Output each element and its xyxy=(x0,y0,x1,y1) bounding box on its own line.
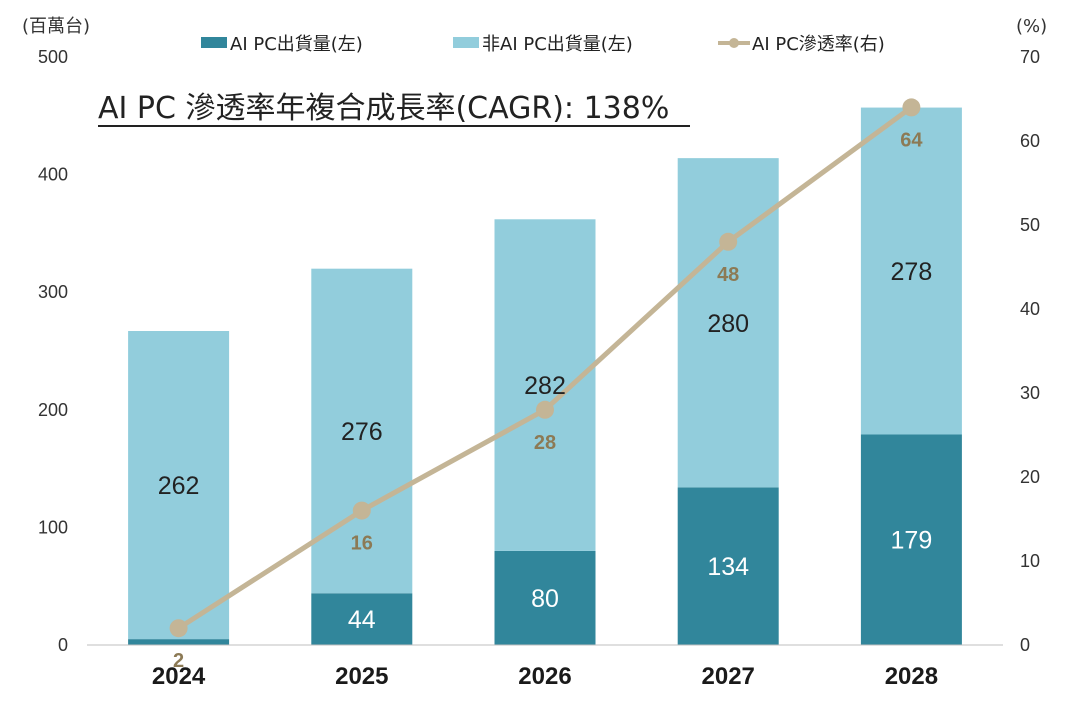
right-axis-unit: (%) xyxy=(1016,16,1047,37)
penetration-point xyxy=(169,619,188,638)
right-tick-label: 70 xyxy=(1020,47,1040,67)
x-tick-label: 2025 xyxy=(335,663,388,690)
data-label-penetration: 64 xyxy=(900,129,923,151)
data-label-penetration: 16 xyxy=(351,533,373,555)
bar-non-ai-pc xyxy=(311,268,413,594)
penetration-point xyxy=(902,98,921,117)
left-tick-label: 0 xyxy=(58,635,68,655)
legend-marker-penetration xyxy=(729,38,739,48)
left-axis: 0 100 200 300 400 500 xyxy=(38,47,68,655)
x-tick-label: 2026 xyxy=(518,663,571,690)
penetration-line xyxy=(169,98,921,638)
bar-non-ai-pc xyxy=(860,107,962,435)
right-tick-label: 20 xyxy=(1020,467,1040,487)
data-label-penetration: 48 xyxy=(717,264,739,286)
bar-non-ai-pc xyxy=(494,219,596,551)
bar-ai-pc xyxy=(128,639,230,645)
data-label-penetration: 28 xyxy=(534,432,556,454)
data-label-penetration: 2 xyxy=(173,650,184,672)
legend-swatch-non-ai-pc xyxy=(453,37,479,48)
bar-ai-pc xyxy=(860,434,962,645)
bar-non-ai-pc xyxy=(677,158,779,488)
penetration-point xyxy=(719,232,738,251)
legend-label-penetration: AI PC滲透率(右) xyxy=(752,34,885,55)
left-axis-unit: (百萬台) xyxy=(22,16,90,37)
data-label-ai-pc: 80 xyxy=(531,585,559,613)
left-tick-label: 500 xyxy=(38,47,68,67)
bars xyxy=(128,107,962,645)
data-label-ai-pc: 44 xyxy=(348,606,376,634)
data-label-non-ai-pc: 280 xyxy=(707,310,749,338)
penetration-point xyxy=(536,400,554,419)
left-tick-label: 100 xyxy=(38,517,68,537)
chart-title: AI PC 滲透率年複合成長率(CAGR): 138% xyxy=(98,91,669,126)
bar-ai-pc xyxy=(494,550,596,645)
legend-swatch-ai-pc xyxy=(201,37,227,48)
left-tick-label: 400 xyxy=(38,165,68,185)
data-label-non-ai-pc: 282 xyxy=(524,372,566,400)
right-tick-label: 60 xyxy=(1020,131,1040,151)
legend-label-ai-pc: AI PC出貨量(左) xyxy=(230,34,363,55)
right-tick-label: 40 xyxy=(1020,299,1040,319)
data-label-non-ai-pc: 262 xyxy=(158,472,200,500)
data-label-ai-pc: 179 xyxy=(891,527,933,555)
data-label-non-ai-pc: 276 xyxy=(341,418,383,446)
data-label-ai-pc: 134 xyxy=(707,553,749,581)
legend-label-non-ai-pc: 非AI PC出貨量(左) xyxy=(482,34,633,55)
right-tick-label: 30 xyxy=(1020,383,1040,403)
left-tick-label: 300 xyxy=(38,282,68,302)
bar-ai-pc xyxy=(311,593,413,645)
right-tick-label: 0 xyxy=(1020,635,1030,655)
right-tick-label: 50 xyxy=(1020,215,1040,235)
bar-non-ai-pc xyxy=(128,331,230,640)
x-tick-label: 2024 xyxy=(152,663,206,690)
data-labels: 262 44 276 80 282 134 280 179 278 2 16 28 48 64 xyxy=(158,129,933,672)
x-axis: 2024 2025 2026 2027 2028 xyxy=(152,663,938,690)
data-label-non-ai-pc: 278 xyxy=(891,258,933,286)
penetration-point xyxy=(352,501,371,520)
right-tick-label: 10 xyxy=(1020,551,1040,571)
legend: AI PC出貨量(左) 非AI PC出貨量(左) AI PC滲透率(右) xyxy=(201,34,885,55)
x-tick-label: 2027 xyxy=(702,663,755,690)
bar-ai-pc xyxy=(677,487,779,645)
right-axis: 0 10 20 30 40 50 60 70 xyxy=(1020,47,1040,655)
left-tick-label: 200 xyxy=(38,400,68,420)
x-tick-label: 2028 xyxy=(885,663,938,690)
